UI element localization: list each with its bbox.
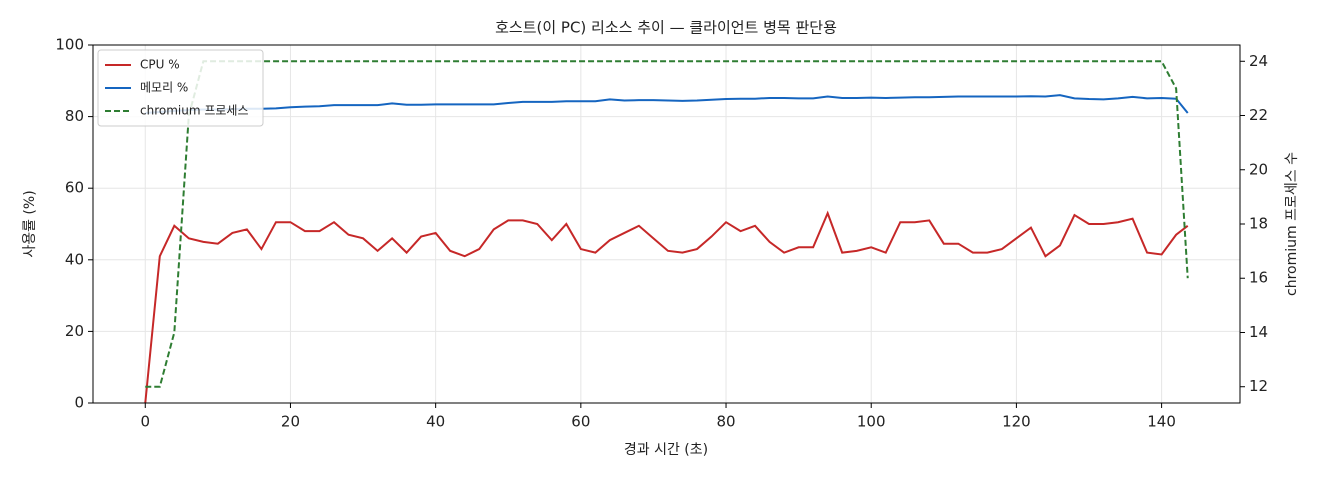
chart-title: 호스트(이 PC) 리소스 추이 — 클라이언트 병목 판단용 bbox=[495, 19, 837, 37]
x-tick-label: 140 bbox=[1147, 413, 1176, 431]
y-tick-label: 0 bbox=[74, 394, 84, 412]
y-tick-label: 60 bbox=[65, 179, 84, 197]
y2-tick-label: 14 bbox=[1249, 323, 1268, 341]
y2-axis-label: chromium 프로세스 수 bbox=[1284, 152, 1300, 296]
legend-box bbox=[97, 49, 264, 127]
x-tick-label: 20 bbox=[281, 413, 300, 431]
y-axis-label: 사용률 (%) bbox=[22, 190, 38, 257]
y-tick-label: 20 bbox=[65, 322, 84, 340]
legend-label: 메모리 % bbox=[140, 81, 188, 95]
series-line bbox=[145, 60, 1189, 388]
legend-label: chromium 프로세스 bbox=[140, 104, 249, 118]
y2-tick-label: 16 bbox=[1249, 269, 1268, 287]
y2-tick-label: 18 bbox=[1249, 215, 1268, 233]
y2-tick-label: 24 bbox=[1249, 52, 1268, 70]
series-line bbox=[144, 210, 1189, 404]
series-line bbox=[145, 94, 1189, 115]
x-axis-label: 경과 시간 (초) bbox=[624, 442, 708, 458]
x-tick-label: 120 bbox=[1002, 413, 1031, 431]
y-tick-label: 40 bbox=[65, 250, 84, 268]
x-tick-label: 80 bbox=[716, 413, 735, 431]
y2-tick-label: 22 bbox=[1249, 106, 1268, 124]
y2-tick-label: 12 bbox=[1249, 377, 1268, 395]
x-tick-label: 100 bbox=[857, 413, 886, 431]
legend-label: CPU % bbox=[140, 58, 180, 72]
x-tick-label: 60 bbox=[571, 413, 590, 431]
y2-tick-label: 20 bbox=[1249, 160, 1268, 178]
legend: CPU % 메모리 % chromium 프로세스 bbox=[97, 49, 264, 127]
plot-frame bbox=[92, 44, 1241, 404]
x-tick-label: 40 bbox=[426, 413, 445, 431]
y-tick-label: 80 bbox=[65, 107, 84, 125]
x-tick-label: 0 bbox=[140, 413, 150, 431]
y-tick-label: 100 bbox=[55, 36, 84, 54]
